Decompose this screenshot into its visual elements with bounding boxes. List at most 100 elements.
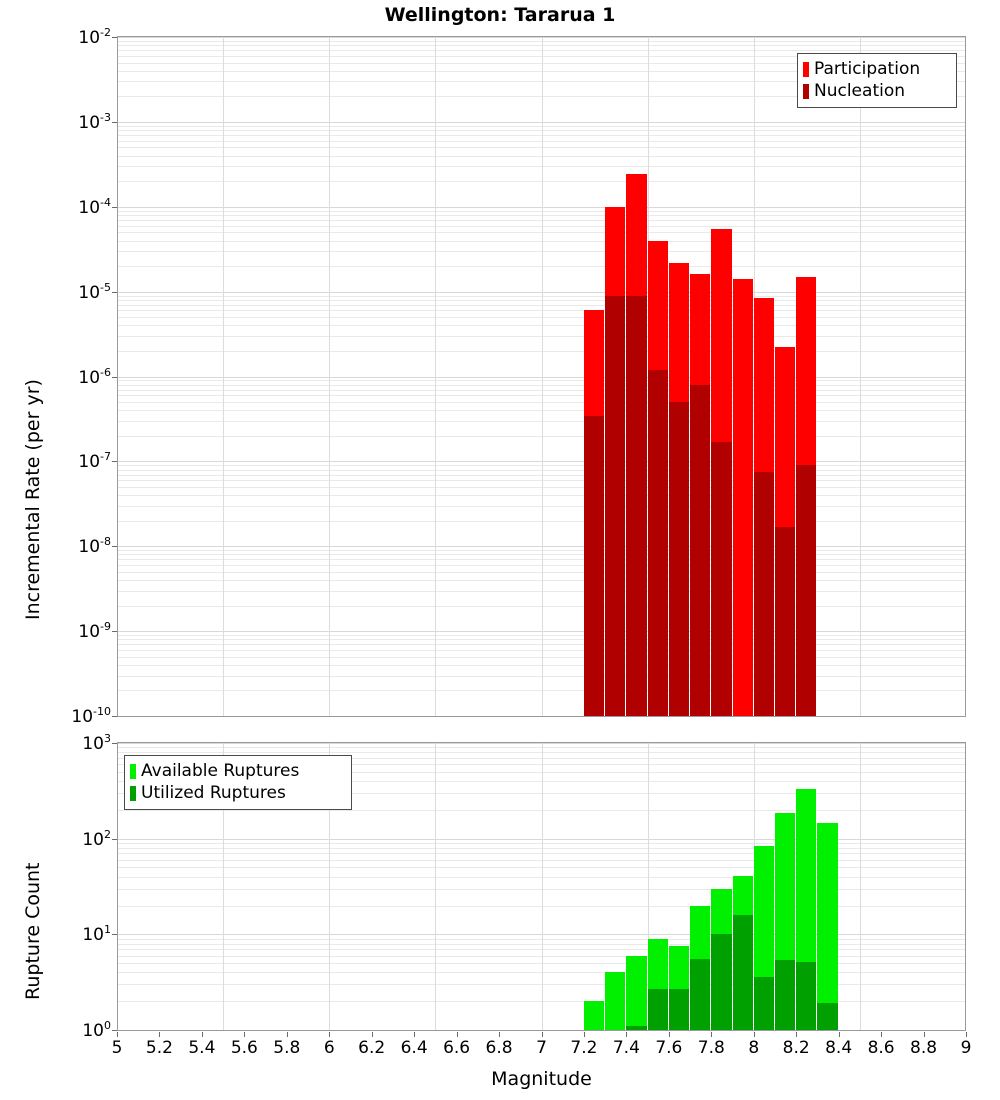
y-tick-mark (112, 461, 117, 462)
bar-available-ruptures (817, 823, 838, 1030)
bottom-legend-item[interactable]: Available Ruptures (130, 760, 345, 782)
gridline-horizontal (118, 380, 965, 381)
bar-nucleation (584, 416, 604, 716)
x-tick-label: 7.6 (655, 1038, 683, 1058)
x-tick-label: 7.4 (612, 1038, 640, 1058)
x-tick-label: 8.6 (867, 1038, 895, 1058)
bar-utilized-ruptures (796, 962, 816, 1030)
gridline-horizontal (118, 336, 965, 337)
gridline-horizontal (118, 305, 965, 306)
gridline-horizontal (118, 747, 965, 748)
bar-nucleation (796, 465, 816, 716)
y-tick-mark (112, 716, 117, 717)
bar-nucleation (775, 527, 795, 716)
gridline-horizontal (118, 130, 965, 131)
y-tick-label: 10-10 (71, 705, 111, 727)
gridline-horizontal (118, 215, 965, 216)
top-legend-item[interactable]: Nucleation (803, 80, 950, 102)
gridline-horizontal (118, 300, 965, 301)
x-tick-label: 7.2 (570, 1038, 598, 1058)
x-tick-label: 8.2 (782, 1038, 810, 1058)
x-tick-label: 7.8 (697, 1038, 725, 1058)
bar-nucleation (754, 472, 774, 716)
y-tick-mark (112, 207, 117, 208)
gridline-horizontal (118, 839, 965, 840)
x-tick-mark (372, 1032, 373, 1037)
x-tick-mark (499, 1032, 500, 1037)
gridline-horizontal (118, 848, 965, 849)
gridline-horizontal (118, 122, 965, 123)
gridline-horizontal (118, 211, 965, 212)
y-tick-mark (112, 839, 117, 840)
gridline-horizontal (118, 475, 965, 476)
x-tick-mark (287, 1032, 288, 1037)
gridline-horizontal (118, 764, 965, 765)
gridline-horizontal (118, 650, 965, 651)
bar-available-ruptures (605, 972, 625, 1030)
bar-utilized-ruptures (690, 959, 710, 1030)
x-tick-mark (159, 1032, 160, 1037)
gridline-horizontal (118, 421, 965, 422)
y-tick-mark (112, 546, 117, 547)
x-tick-mark (117, 1032, 118, 1037)
x-tick-label: 7 (536, 1038, 547, 1058)
y-tick-label: 10-4 (78, 195, 111, 218)
gridline-horizontal (118, 495, 965, 496)
gridline-vertical (329, 37, 330, 716)
gridline-horizontal (118, 559, 965, 560)
gridline-horizontal (118, 690, 965, 691)
gridline-vertical (223, 37, 224, 716)
gridline-horizontal (118, 63, 965, 64)
gridline-horizontal (118, 147, 965, 148)
y-tick-mark (112, 934, 117, 935)
bar-nucleation (605, 296, 625, 716)
x-tick-mark (881, 1032, 882, 1037)
bar-nucleation (690, 385, 710, 716)
gridline-horizontal (118, 963, 965, 964)
gridline-horizontal (118, 716, 965, 717)
x-tick-label: 5 (111, 1038, 123, 1058)
y-tick-label: 10-9 (78, 620, 111, 642)
x-tick-mark (711, 1032, 712, 1037)
y-tick-label: 10-6 (78, 365, 111, 388)
gridline-horizontal (118, 181, 965, 182)
gridline-horizontal (118, 226, 965, 227)
gridline-horizontal (118, 50, 965, 51)
gridline-horizontal (118, 385, 965, 386)
bar-nucleation (626, 296, 647, 716)
gridline-horizontal (118, 521, 965, 522)
bar-available-ruptures (626, 956, 647, 1030)
gridline-horizontal (118, 480, 965, 481)
gridline-horizontal (118, 635, 965, 636)
gridline-horizontal (118, 843, 965, 844)
gridline-horizontal (118, 877, 965, 878)
legend-swatch-icon (130, 785, 136, 801)
y-tick-mark (112, 631, 117, 632)
bottom-legend-item[interactable]: Utilized Ruptures (130, 782, 345, 804)
top-legend-item[interactable]: Participation (803, 58, 950, 80)
y-tick-mark (112, 292, 117, 293)
gridline-horizontal (118, 743, 965, 744)
gridline-horizontal (118, 580, 965, 581)
x-tick-label: 5.6 (230, 1038, 258, 1058)
page-title: Wellington: Tararua 1 (384, 4, 616, 26)
gridline-horizontal (118, 606, 965, 607)
y-tick-label: 102 (82, 827, 111, 850)
top-chart-legend: Participation Nucleation (797, 53, 957, 108)
bar-utilized-ruptures (775, 960, 795, 1030)
gridline-horizontal (118, 410, 965, 411)
x-tick-mark (202, 1032, 203, 1037)
gridline-vertical (648, 743, 649, 1030)
gridline-horizontal (118, 939, 965, 940)
x-tick-mark (754, 1032, 755, 1037)
bar-nucleation (711, 442, 732, 716)
incremental-rate-plot (117, 36, 966, 717)
x-tick-label: 5.2 (145, 1038, 173, 1058)
gridline-horizontal (118, 793, 965, 794)
gridline-horizontal (118, 166, 965, 167)
gridline-horizontal (118, 141, 965, 142)
gridline-vertical (435, 37, 436, 716)
gridline-horizontal (118, 41, 965, 42)
gridline-horizontal (118, 96, 965, 97)
